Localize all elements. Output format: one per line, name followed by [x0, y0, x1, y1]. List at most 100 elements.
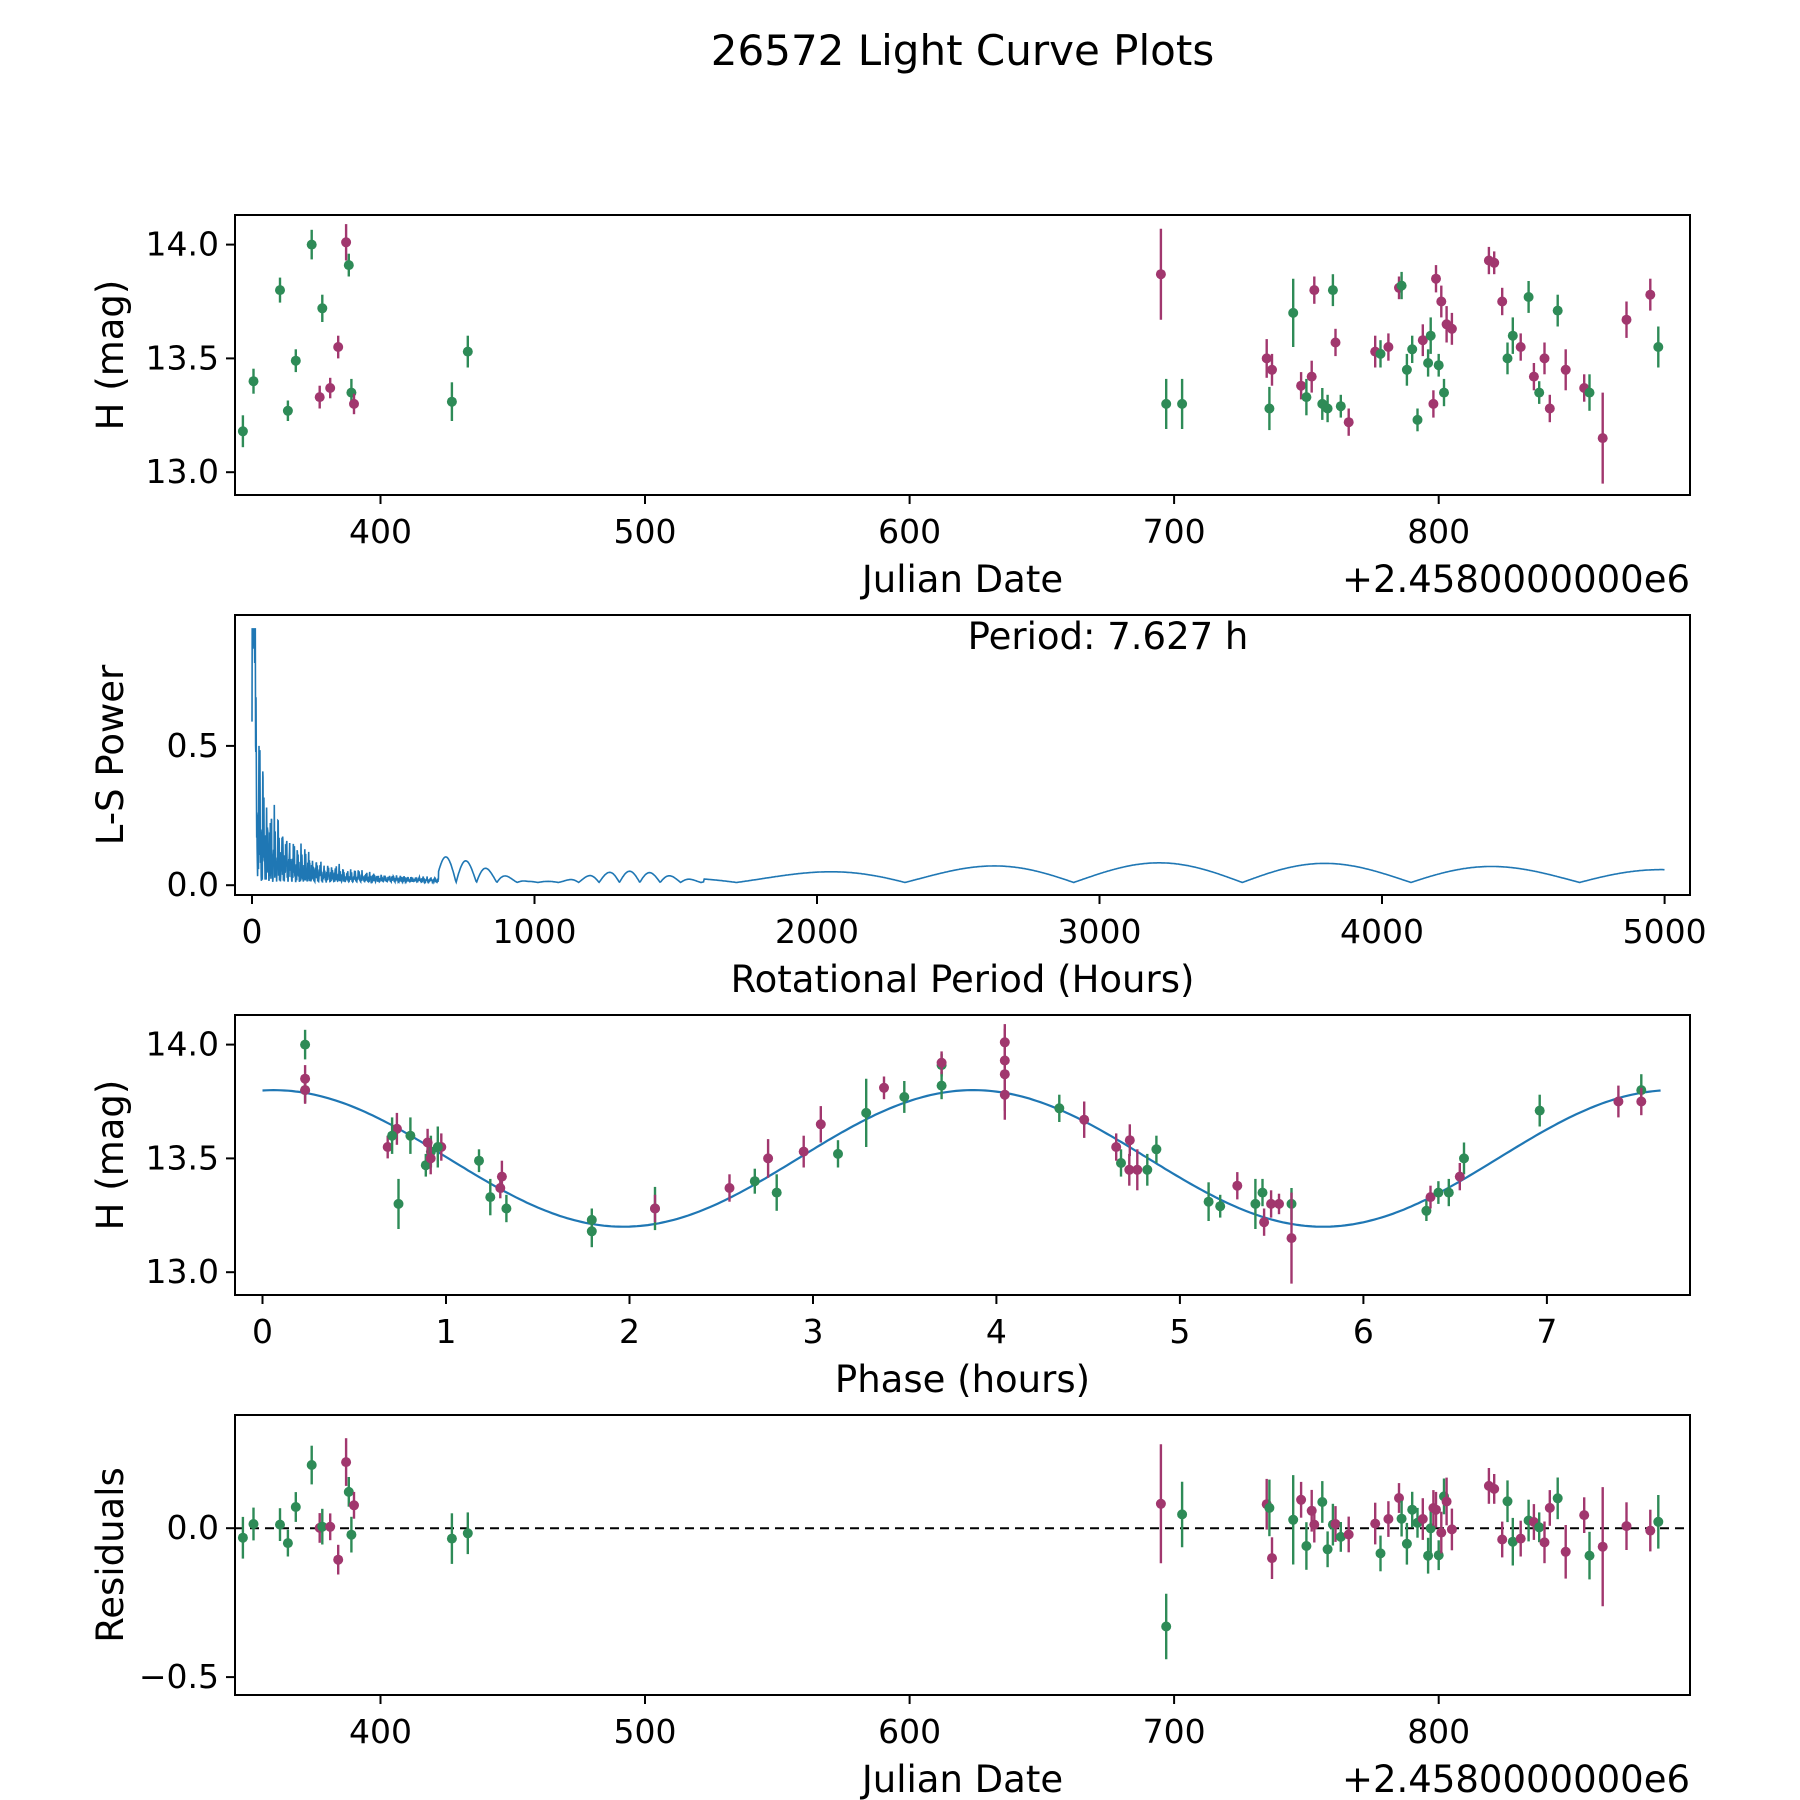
data-point — [1267, 1553, 1277, 1564]
data-point — [343, 1486, 354, 1497]
data-point — [1343, 1529, 1354, 1540]
data-point — [1489, 1483, 1500, 1494]
x-axis-offset: +2.4580000000e6 — [1342, 558, 1690, 601]
data-point — [1257, 1187, 1268, 1198]
data-point — [1266, 1198, 1277, 1209]
y-axis-label: L-S Power — [89, 664, 132, 845]
y-tick-label: 0.5 — [167, 726, 219, 765]
data-point — [1579, 1510, 1590, 1521]
data-point — [1161, 1621, 1172, 1632]
data-point — [501, 1203, 512, 1214]
data-point — [1396, 280, 1407, 291]
y-tick-label: 13.0 — [146, 452, 219, 491]
x-tick-label: 400 — [349, 1712, 412, 1751]
data-point — [1502, 353, 1513, 364]
x-tick-label: 5000 — [1623, 912, 1707, 951]
data-point — [1544, 403, 1555, 414]
data-point — [1446, 323, 1457, 334]
data-point — [586, 1214, 597, 1225]
data-point — [1177, 398, 1188, 409]
data-point — [317, 303, 328, 314]
x-tick-label: 800 — [1407, 1712, 1470, 1751]
data-point — [1528, 371, 1539, 382]
data-point — [650, 1203, 660, 1214]
data-point — [899, 1092, 910, 1102]
data-point — [300, 1039, 311, 1050]
x-tick-label: 0 — [252, 1312, 273, 1351]
data-point — [1645, 1525, 1656, 1536]
figure-title: 26572 Light Curve Plots — [710, 26, 1215, 75]
data-point — [1296, 1494, 1307, 1505]
x-tick-label: 1 — [436, 1312, 457, 1351]
x-tick-label: 2 — [619, 1312, 640, 1351]
y-tick-label: 13.5 — [146, 1138, 219, 1177]
data-point — [1383, 1514, 1394, 1524]
data-point — [1502, 1496, 1513, 1507]
data-point — [1327, 285, 1338, 296]
periodogram-line — [251, 628, 1665, 885]
data-point — [343, 260, 354, 271]
x-tick-label: 700 — [1143, 512, 1206, 551]
data-point — [1539, 353, 1550, 364]
data-point — [432, 1142, 443, 1152]
data-point — [1417, 1514, 1428, 1524]
data-point — [1407, 1504, 1418, 1515]
x-axis-label: Rotational Period (Hours) — [731, 958, 1195, 1001]
y-tick-label: 14.0 — [146, 1025, 219, 1064]
data-point — [1636, 1096, 1647, 1107]
data-point — [1286, 1233, 1297, 1244]
data-point — [1423, 1550, 1434, 1561]
data-point — [1412, 414, 1423, 425]
data-point — [1274, 1198, 1284, 1209]
data-point — [936, 1080, 947, 1091]
subplot-light-curve: 400 500 600 700 800 13.0 13.5 14.0 Julian Date +2… — [89, 214, 1691, 601]
data-point — [1446, 1524, 1457, 1535]
data-point — [485, 1192, 496, 1203]
y-axis-label: H (mag) — [89, 280, 132, 431]
data-point — [1335, 401, 1346, 412]
data-point — [1250, 1198, 1261, 1209]
data-point — [1264, 403, 1275, 414]
data-point — [325, 383, 336, 393]
data-point — [763, 1153, 774, 1164]
data-point — [306, 239, 317, 250]
data-point — [1436, 1527, 1447, 1538]
data-point — [314, 392, 325, 403]
data-point — [1370, 1518, 1381, 1529]
data-point — [349, 1500, 359, 1511]
data-point — [1267, 364, 1277, 375]
data-point — [1425, 1192, 1436, 1203]
data-point — [1296, 380, 1307, 391]
data-point — [1288, 307, 1299, 318]
data-point — [1597, 433, 1608, 444]
data-point — [1155, 1498, 1166, 1509]
data-point — [1552, 1493, 1563, 1504]
data-point — [346, 1529, 357, 1540]
data-point — [1054, 1103, 1065, 1114]
data-point — [1288, 1514, 1299, 1525]
data-point — [1421, 1205, 1432, 1216]
data-point — [1489, 257, 1500, 268]
data-point — [1425, 330, 1436, 341]
data-point — [1544, 1502, 1555, 1513]
data-point — [1142, 1164, 1153, 1175]
data-point — [1396, 1513, 1407, 1524]
data-point — [382, 1142, 393, 1152]
data-point — [462, 346, 473, 357]
x-tick-label: 7 — [1536, 1312, 1557, 1351]
data-point — [1401, 364, 1412, 375]
data-point — [1417, 335, 1428, 346]
data-point — [1264, 1502, 1275, 1513]
data-point — [290, 355, 301, 366]
data-point — [290, 1502, 301, 1512]
data-point — [999, 1089, 1010, 1100]
data-point — [1423, 358, 1434, 368]
data-point — [306, 1460, 317, 1470]
subplot-periodogram: 0 1000 2000 3000 4000 5000 0.0 0.5 Rotational Pe… — [89, 614, 1707, 1001]
subplot-residuals: 400 500 600 700 800 −0.5 0.0 Julian Date +2.4580… — [89, 1414, 1691, 1800]
data-point — [333, 342, 344, 352]
data-point — [724, 1183, 735, 1193]
y-axis-label: H (mag) — [89, 1080, 132, 1231]
data-point — [1439, 387, 1449, 398]
